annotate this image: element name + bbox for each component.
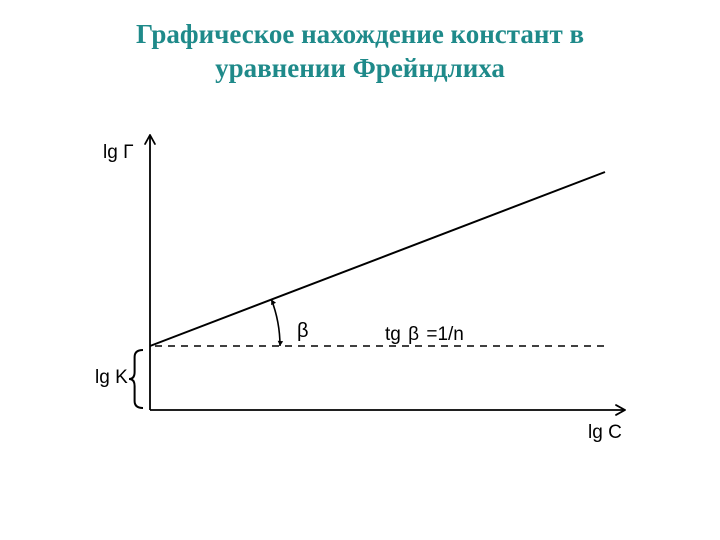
freundlich-chart: lg Г lg C lg K β tg β =1/n: [65, 130, 630, 450]
tg-beta: β: [406, 324, 421, 345]
y-axis-label: lg Г: [103, 142, 133, 164]
chart-svg: [65, 130, 630, 450]
tg-suffix: =1/n: [426, 324, 464, 345]
x-axis-label: lg C: [588, 422, 622, 444]
tg-prefix: tg: [385, 324, 401, 345]
beta-label: β: [297, 320, 309, 343]
title-line1: Графическое нахождение констант в: [0, 18, 720, 52]
title-line2: уравнении Фрейндлиха: [0, 52, 720, 86]
tg-formula-label: tg β =1/n: [385, 324, 464, 346]
lg-k-label: lg K: [95, 367, 128, 389]
page-title: Графическое нахождение констант в уравне…: [0, 0, 720, 86]
